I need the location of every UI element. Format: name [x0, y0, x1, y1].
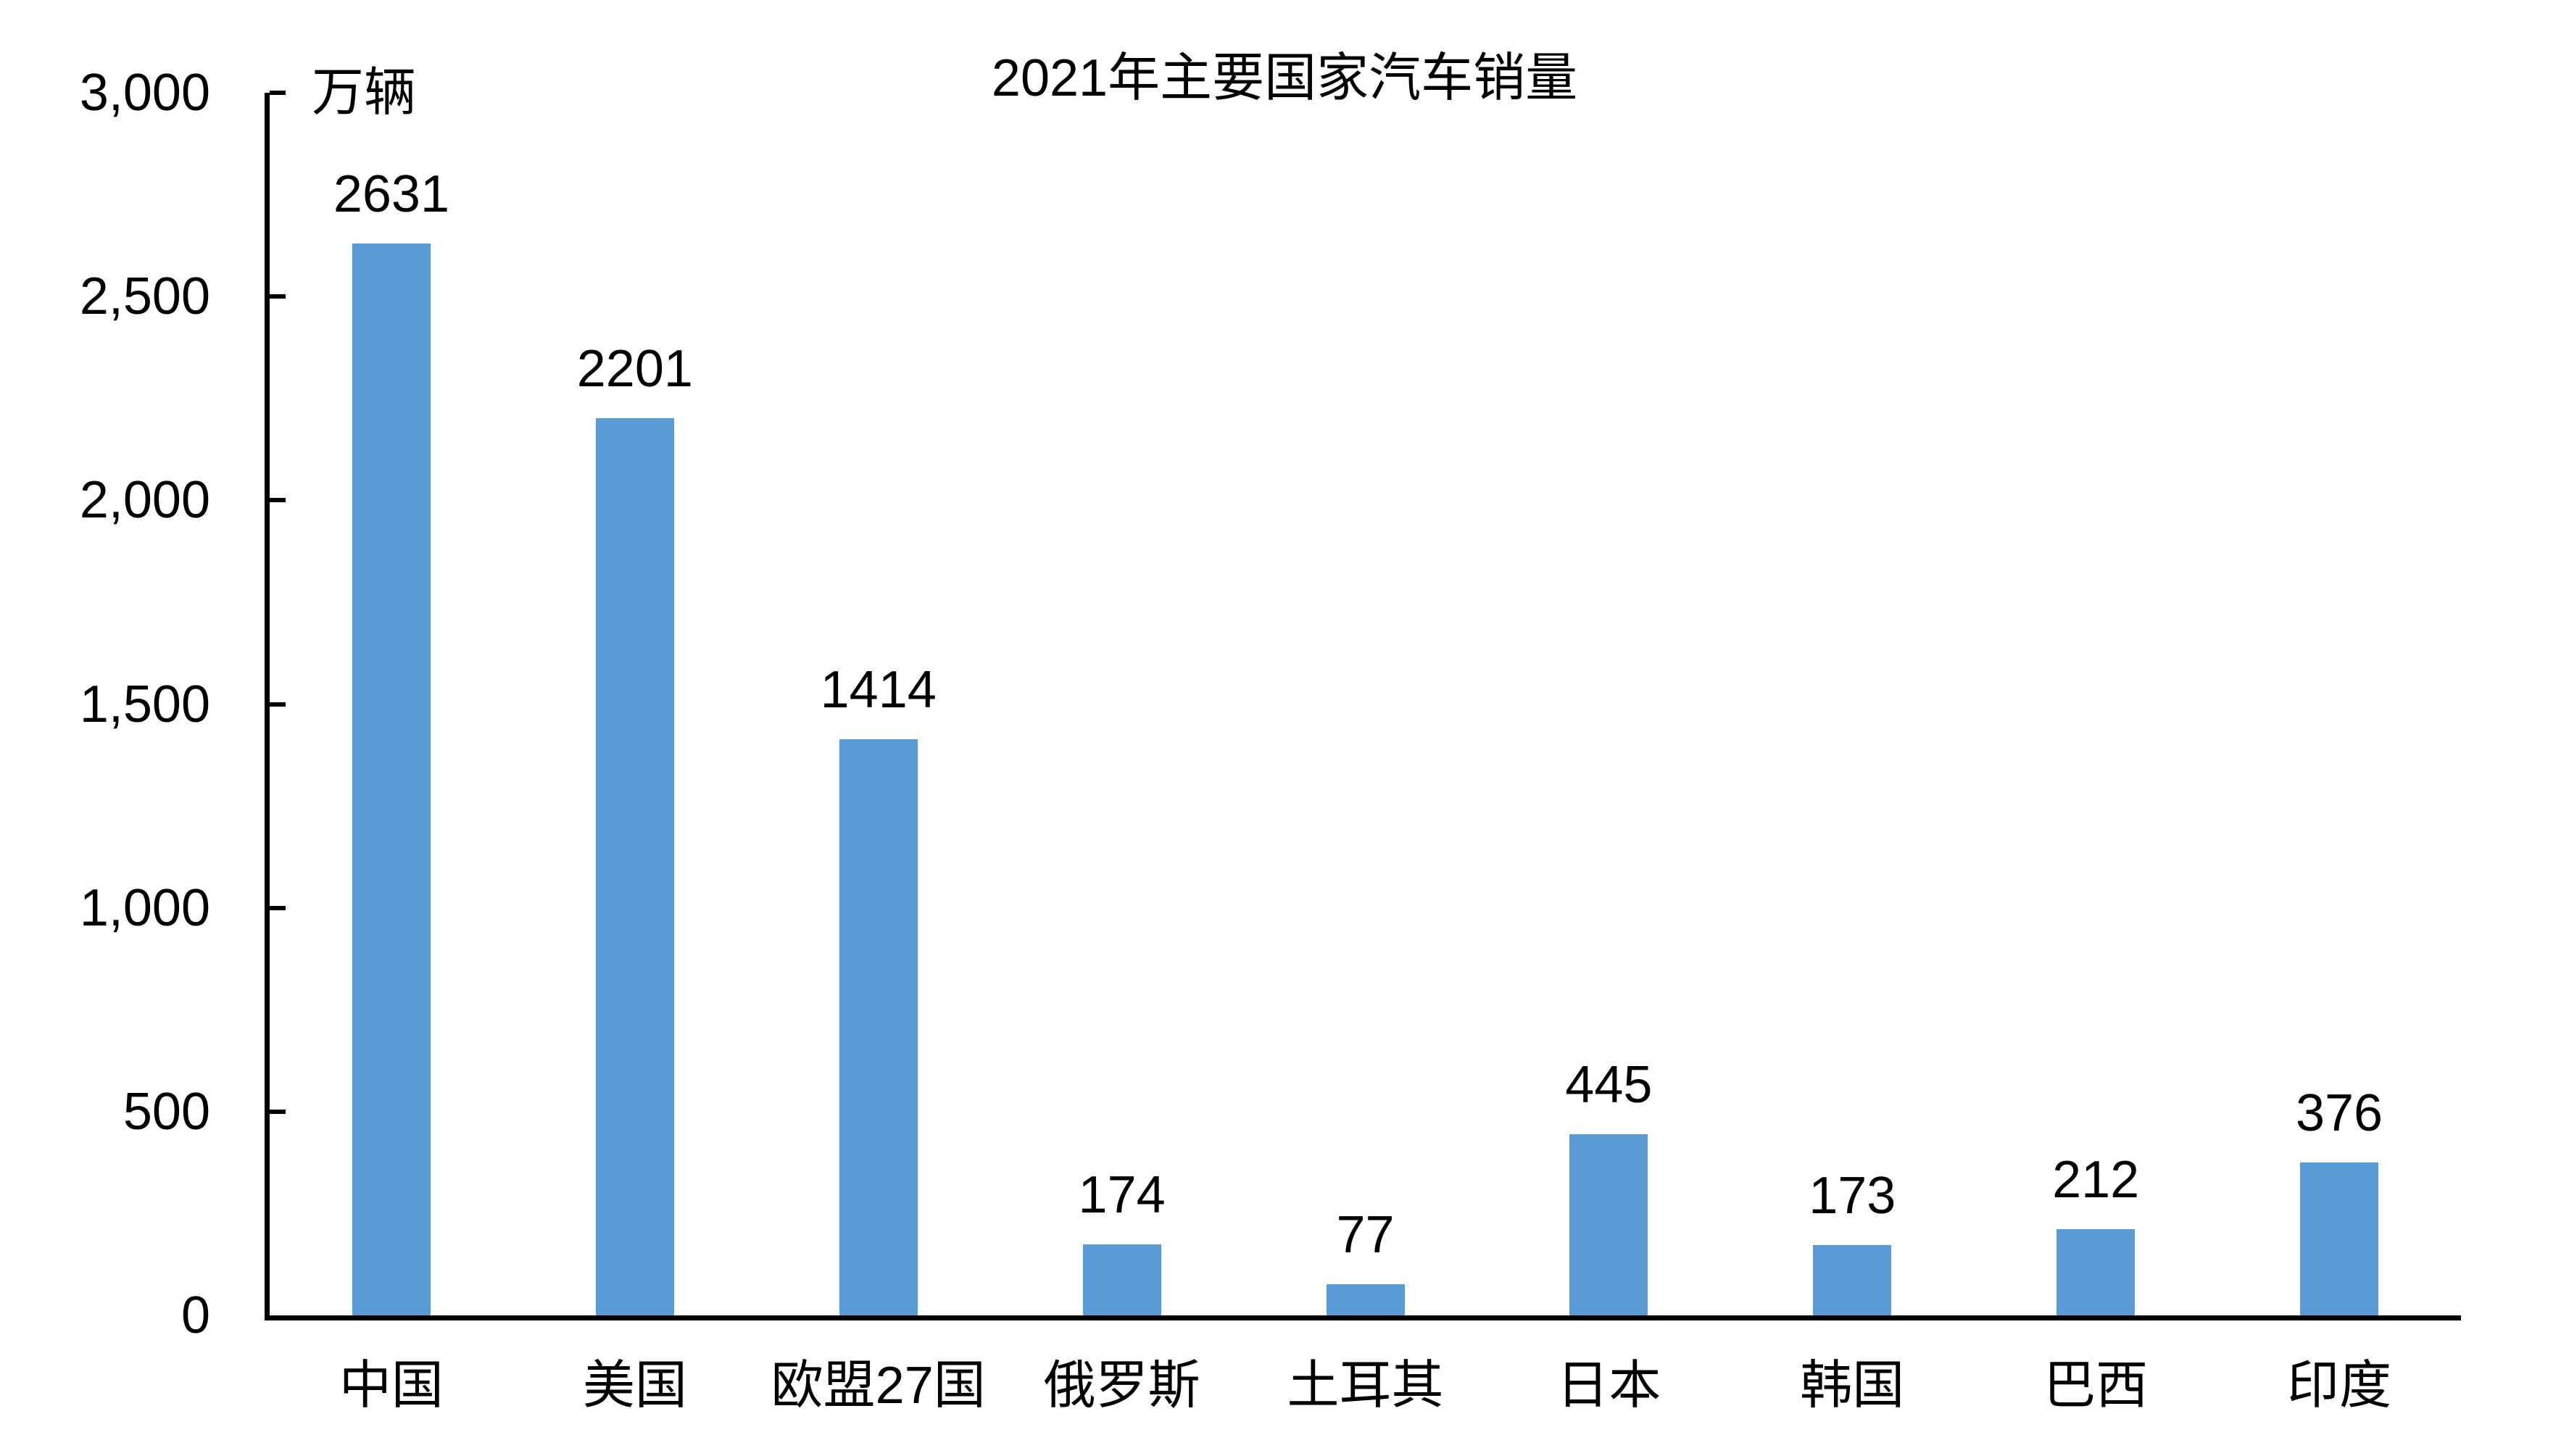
- bar-value-label: 376: [2295, 1083, 2383, 1142]
- y-tick-label: 2,500: [79, 267, 210, 326]
- bar: [1082, 1244, 1161, 1315]
- bar: [595, 418, 674, 1315]
- y-tick-label: 1,500: [79, 675, 210, 733]
- y-tick: [270, 1109, 286, 1114]
- bar-value-label: 212: [2052, 1150, 2140, 1209]
- y-tick-label: 2,000: [79, 471, 210, 530]
- y-axis-line: [265, 93, 270, 1320]
- chart-title: 2021年主要国家汽车销量: [991, 49, 1578, 107]
- x-category-label: 巴西: [2043, 1357, 2149, 1415]
- bar-value-label: 445: [1565, 1055, 1653, 1114]
- y-tick: [270, 91, 286, 95]
- bar-value-label: 77: [1336, 1205, 1395, 1264]
- x-category-label: 欧盟27国: [771, 1357, 986, 1415]
- bar-value-label: 174: [1078, 1166, 1166, 1225]
- bar: [839, 739, 918, 1315]
- x-axis-line: [265, 1315, 2461, 1320]
- y-tick: [270, 702, 286, 707]
- x-category-label: 美国: [582, 1357, 687, 1415]
- y-tick: [270, 905, 286, 910]
- y-tick-label: 0: [180, 1286, 210, 1344]
- y-tick-label: 500: [123, 1082, 210, 1141]
- bar-value-label: 173: [1809, 1166, 1896, 1225]
- x-category-label: 日本: [1556, 1357, 1661, 1415]
- bar: [352, 243, 431, 1315]
- bar: [1569, 1133, 1648, 1315]
- x-category-label: 中国: [339, 1357, 444, 1415]
- x-category-label: 韩国: [1800, 1357, 1905, 1415]
- x-category-label: 印度: [2287, 1357, 2392, 1415]
- bar: [2300, 1162, 2379, 1315]
- y-tick-label: 3,000: [79, 64, 210, 122]
- y-tick-label: 1,000: [79, 878, 210, 937]
- bar-value-label: 2201: [576, 340, 693, 399]
- y-tick: [270, 294, 286, 299]
- x-category-label: 俄罗斯: [1043, 1357, 1200, 1415]
- y-tick: [270, 498, 286, 503]
- bar: [1326, 1284, 1405, 1315]
- bar-value-label: 1414: [820, 660, 937, 719]
- bar: [2057, 1228, 2136, 1315]
- bar: [1813, 1244, 1892, 1315]
- x-category-label: 土耳其: [1287, 1357, 1444, 1415]
- bar-value-label: 2631: [333, 165, 450, 223]
- y-axis-unit-label: 万辆: [312, 64, 417, 122]
